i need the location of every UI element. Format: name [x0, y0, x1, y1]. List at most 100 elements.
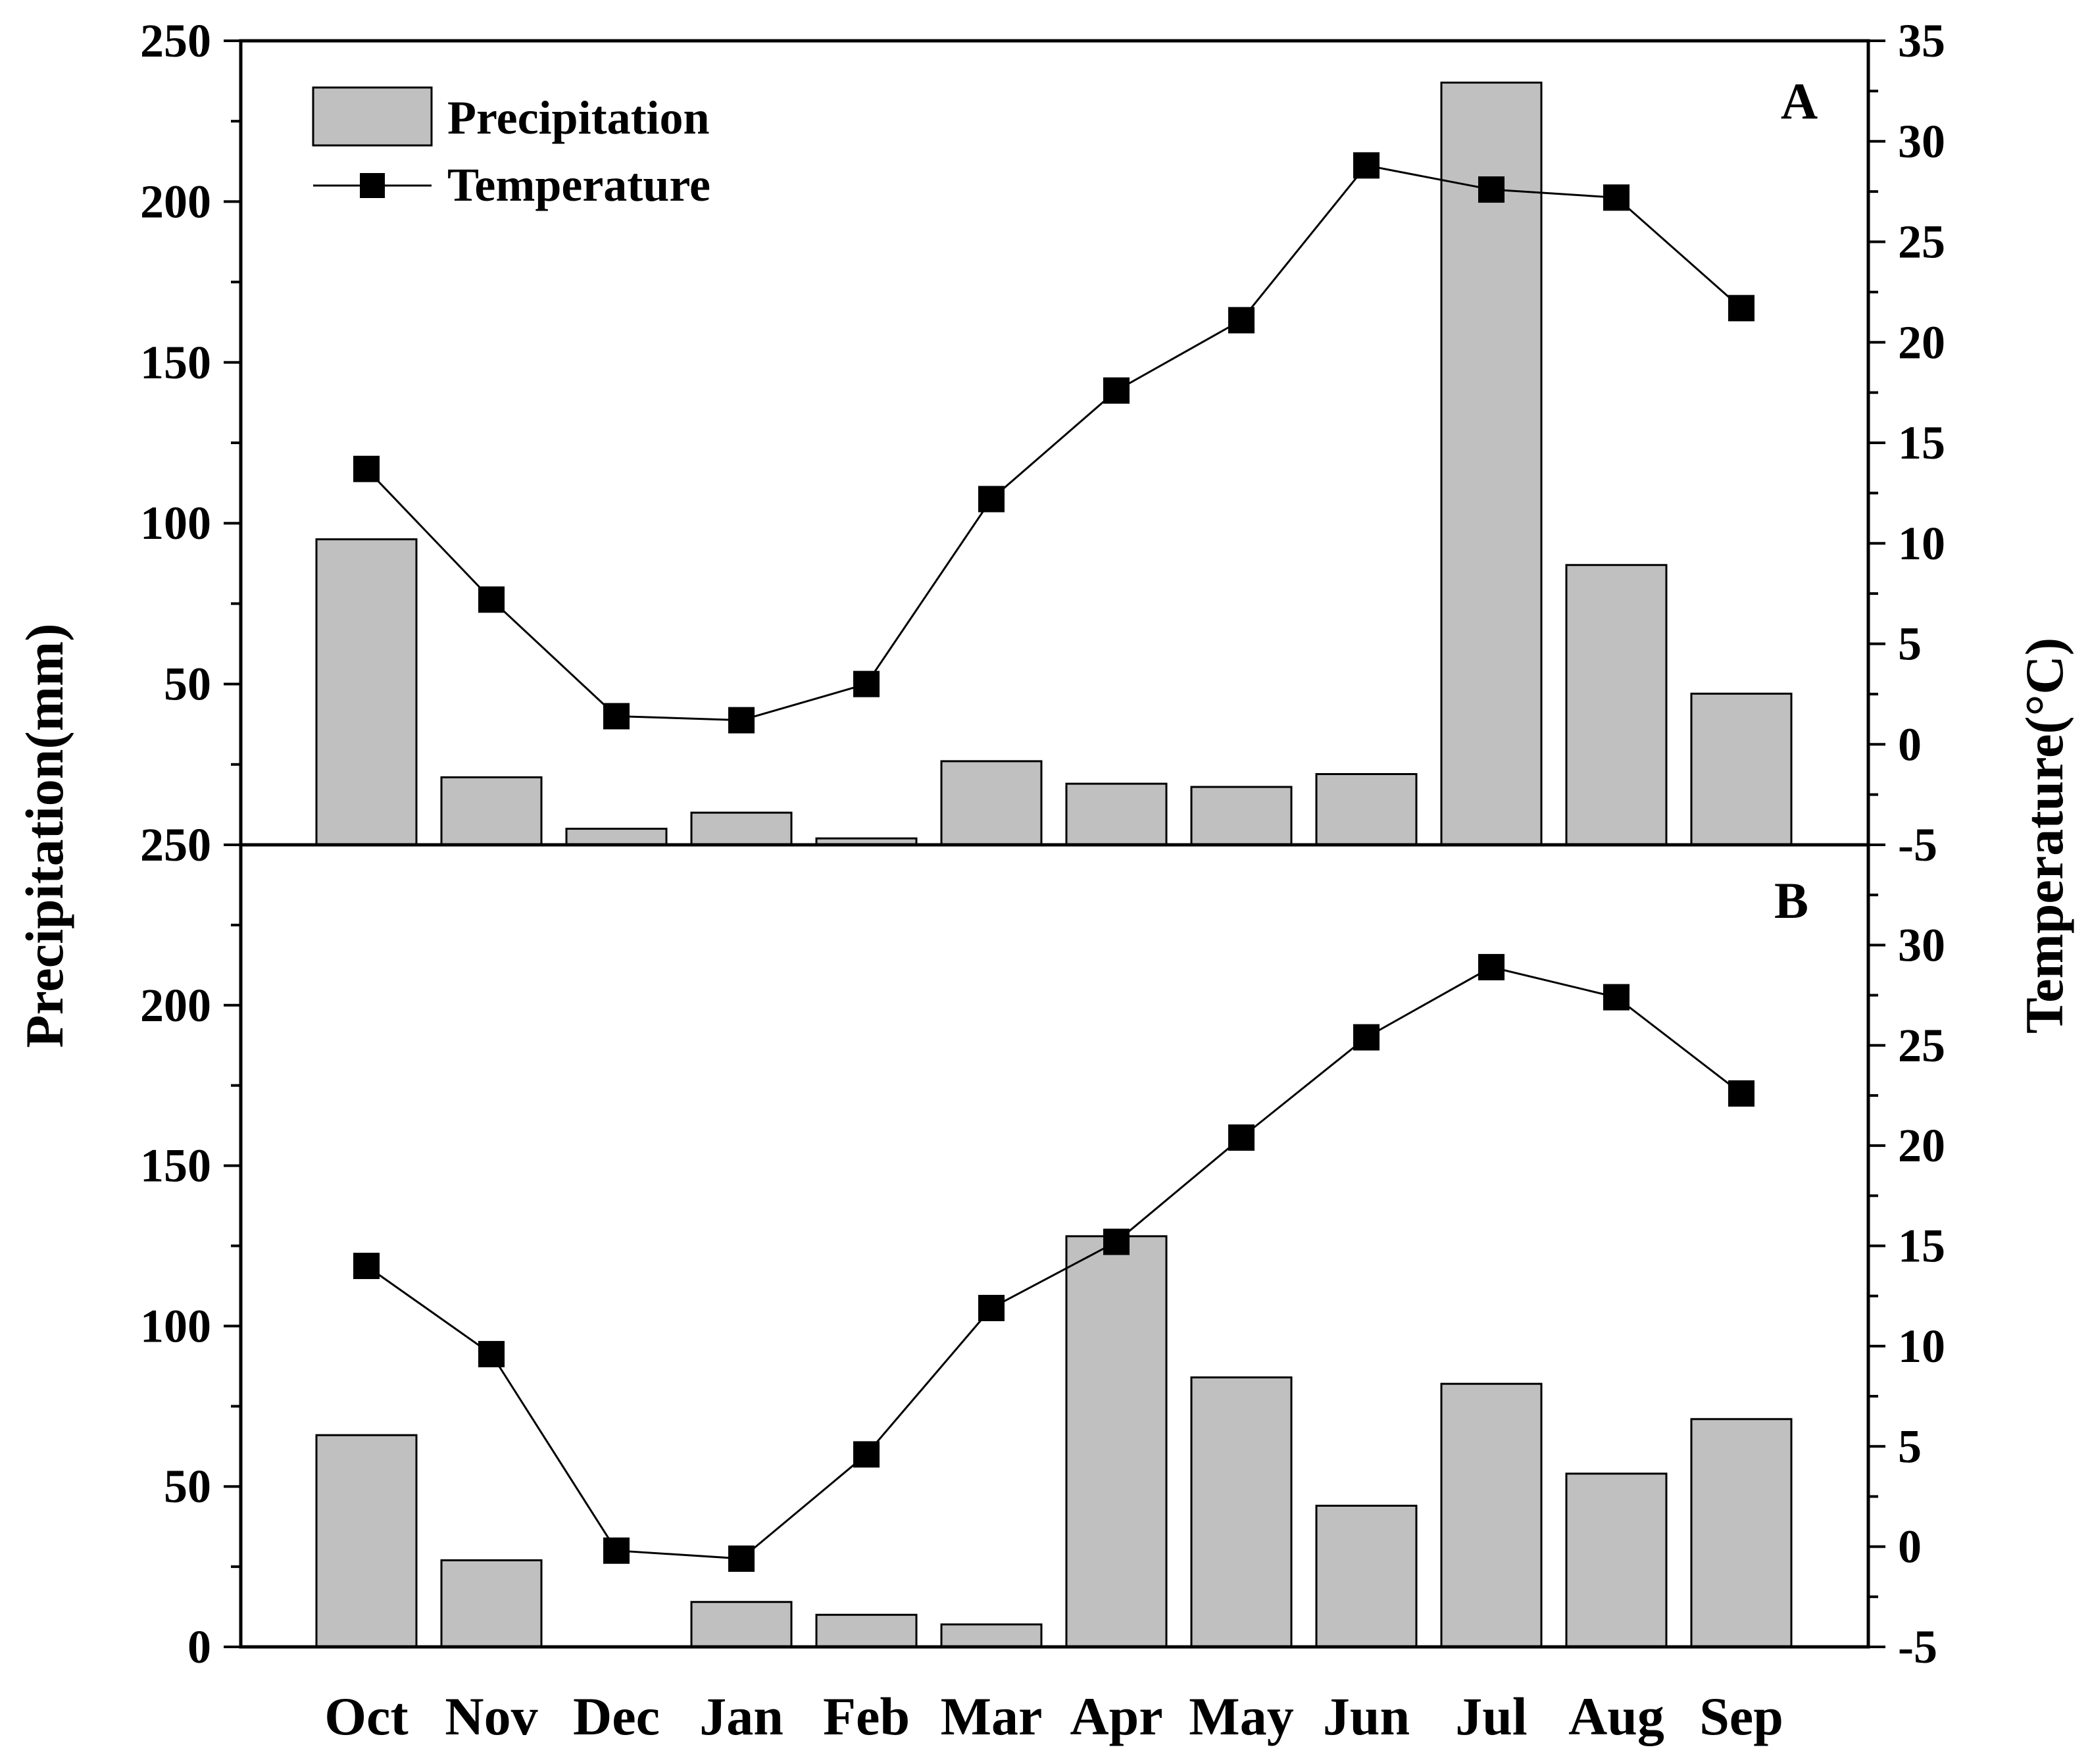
panel-b-bar-jan	[690, 1601, 793, 1648]
panel-b-bar-jul	[1440, 1382, 1543, 1648]
panel-b-bar-feb	[815, 1613, 918, 1648]
x-tick-label-feb: Feb	[823, 1686, 910, 1746]
panel-a-temperature-marker-apr	[1103, 377, 1130, 404]
panel-b-temperature-marker-aug	[1603, 984, 1630, 1011]
panel-a-bar-dec	[565, 828, 668, 846]
legend-precipitation-swatch	[312, 86, 433, 147]
panel-b-temperature-marker-dec	[603, 1537, 630, 1564]
panel-a-temperature-marker-dec	[603, 703, 630, 730]
panel-a-left-tick-label: 150	[140, 336, 211, 389]
panel-b-temperature-marker-jan	[728, 1545, 755, 1572]
panel-b: 0 50 100 150 200 250 -5 0 5 10 15 20 25 30 B	[140, 819, 1945, 1673]
legend-temperature-marker	[360, 173, 385, 198]
panel-b-left-tick-label: 150	[140, 1140, 211, 1192]
panel-b-bar-aug	[1565, 1473, 1668, 1648]
panel-a-ticks: 250 50 100 150 200 250 -5 0 5 10 15 20 25 30 35	[140, 14, 1945, 871]
panel-a-bar-jul	[1440, 82, 1543, 846]
panel-b-bar-may	[1190, 1376, 1293, 1648]
panel-a-right-tick-label: 30	[1898, 115, 1945, 168]
x-tick-label-jul: Jul	[1455, 1686, 1527, 1746]
panel-b-right-tick-label: 15	[1898, 1220, 1945, 1273]
panel-b-right-tick-label: 20	[1898, 1119, 1945, 1172]
panel-a-right-tick-label: 15	[1898, 416, 1945, 469]
x-tick-label-may: May	[1189, 1686, 1293, 1746]
panel-a: 250 50 100 150 200 250 -5 0 5 10 15 20 25 30 35 A	[140, 14, 1945, 871]
panel-a-bar-jan	[690, 811, 793, 846]
panel-a-bar-jun	[1315, 772, 1418, 846]
panel-b-temperature-line	[353, 953, 1754, 1572]
x-tick-label-dec: Dec	[573, 1686, 660, 1746]
panel-b-bar-oct	[315, 1434, 418, 1648]
panel-a-temperature-marker-jul	[1478, 176, 1505, 203]
panel-a-temperature-marker-jun	[1353, 152, 1380, 179]
panel-a-left-tick-label: 250	[140, 819, 211, 871]
panel-a-left-tick-label: 200	[140, 175, 211, 228]
panel-a-right-tick-label: -5	[1898, 819, 1937, 871]
panel-b-ticks: 0 50 100 150 200 250 -5 0 5 10 15 20 25 30	[140, 819, 1945, 1673]
panel-b-temperature-marker-feb	[853, 1441, 880, 1468]
x-axis-labels: Oct Nov Dec Jan Feb Mar Apr May Jun Jul Aug Sep	[324, 1686, 1783, 1746]
panel-b-temperature-polyline	[366, 966, 1742, 1560]
panel-b-left-tick-label: 0	[187, 1621, 211, 1673]
panel-a-temperature-marker-mar	[978, 486, 1005, 513]
panel-b-temperature-marker-mar	[978, 1294, 1005, 1321]
x-tick-label-sep: Sep	[1699, 1686, 1783, 1746]
panel-a-right-tick-label: 25	[1898, 216, 1945, 268]
left-axis-title: Precipitation(mm)	[14, 623, 74, 1047]
panel-b-right-tick-label: 30	[1898, 919, 1945, 971]
panel-a-bar-oct	[315, 538, 418, 846]
panel-a-bar-aug	[1565, 564, 1668, 846]
panel-b-temperature-marker-apr	[1103, 1228, 1130, 1255]
panel-a-bar-sep	[1690, 692, 1793, 846]
panel-b-bar-mar	[940, 1623, 1043, 1648]
panel-b-right-tick-label: 10	[1898, 1320, 1945, 1373]
panel-a-bar-apr	[1065, 782, 1168, 846]
panel-b-temperature-marker-sep	[1728, 1080, 1754, 1107]
panel-a-bar-mar	[940, 760, 1043, 846]
panel-a-left-tick-label: 50	[164, 658, 211, 711]
x-tick-label-mar: Mar	[941, 1686, 1043, 1746]
x-tick-label-nov: Nov	[445, 1686, 537, 1746]
panel-a-temperature-marker-may	[1228, 307, 1255, 334]
panel-a-temperature-marker-jan	[728, 707, 755, 734]
panel-a-right-tick-label: 5	[1898, 618, 1922, 670]
panel-a-right-tick-label: 0	[1898, 718, 1922, 770]
x-tick-label-apr: Apr	[1070, 1686, 1162, 1746]
panel-a-temperature-marker-feb	[853, 670, 880, 697]
panel-b-right-tick-label: 5	[1898, 1420, 1922, 1473]
panel-b-right-tick-label: 25	[1898, 1019, 1945, 1072]
panel-b-left-tick-label: 250	[140, 819, 211, 871]
x-tick-label-oct: Oct	[324, 1686, 408, 1746]
panel-a-temperature-marker-nov	[478, 586, 505, 613]
x-tick-label-jan: Jan	[699, 1686, 784, 1746]
panel-a-right-tick-label: 10	[1898, 517, 1945, 570]
panel-b-right-tick-label: 0	[1898, 1521, 1922, 1573]
panel-a-bar-may	[1190, 786, 1293, 846]
legend: Precipitation Temperature	[312, 86, 710, 211]
panel-a-temperature-line	[353, 152, 1754, 734]
panel-b-right-tick-label: -5	[1898, 1621, 1937, 1673]
panel-a-left-tick-label: 250	[140, 14, 211, 67]
panel-b-temperature-marker-jun	[1353, 1024, 1380, 1051]
panel-b-bar-nov	[440, 1559, 543, 1648]
panel-a-temperature-marker-sep	[1728, 295, 1754, 322]
panel-a-right-tick-label: 35	[1898, 14, 1945, 67]
panel-a-temperature-marker-aug	[1603, 184, 1630, 211]
panel-b-temperature-marker-oct	[353, 1252, 380, 1279]
x-tick-label-aug: Aug	[1568, 1686, 1664, 1746]
panel-a-bars	[315, 82, 1793, 846]
panel-b-bar-jun	[1315, 1504, 1418, 1648]
panel-a-label: A	[1781, 72, 1818, 130]
panel-b-left-tick-label: 200	[140, 979, 211, 1032]
panel-a-temperature-polyline	[365, 164, 1742, 722]
panel-b-temperature-marker-nov	[478, 1341, 505, 1368]
panel-a-bar-nov	[440, 776, 543, 846]
panel-a-temperature-marker-oct	[353, 455, 380, 482]
panel-a-left-tick-label: 100	[140, 497, 211, 549]
panel-b-left-tick-label: 100	[140, 1299, 211, 1352]
panel-b-bars	[315, 1235, 1793, 1648]
legend-temperature-label: Temperature	[447, 159, 710, 211]
panel-b-temperature-marker-may	[1228, 1124, 1255, 1151]
panel-b-bar-apr	[1065, 1235, 1168, 1648]
